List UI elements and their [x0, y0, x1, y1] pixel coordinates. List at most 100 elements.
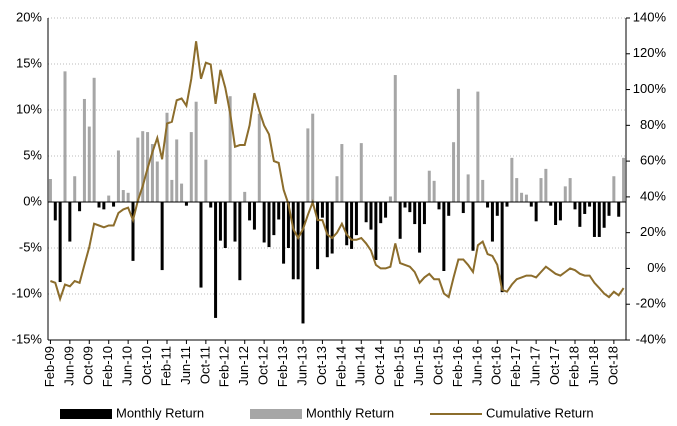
bar	[364, 202, 368, 223]
bar	[252, 202, 256, 230]
bar	[320, 202, 324, 218]
bar	[505, 202, 509, 207]
bar	[248, 202, 252, 221]
bar	[486, 202, 490, 208]
bar	[602, 202, 606, 228]
bar	[359, 143, 363, 202]
bar	[296, 202, 300, 280]
bar	[243, 191, 247, 202]
bar	[194, 101, 198, 202]
bar	[568, 178, 572, 202]
x-tick-label: Oct-10	[139, 346, 154, 385]
bar	[369, 202, 373, 230]
bar	[107, 195, 111, 202]
bar	[87, 126, 91, 202]
bar	[466, 174, 470, 202]
bar	[257, 113, 261, 202]
bar	[379, 202, 383, 224]
bar	[408, 202, 412, 213]
y-tick-label: 10%	[16, 101, 42, 116]
bar	[335, 176, 339, 202]
x-tick-label: Feb-15	[392, 346, 407, 387]
y2-tick-label: 140%	[633, 9, 667, 24]
x-tick-label: Oct-11	[197, 346, 212, 384]
bar	[277, 202, 281, 220]
bar	[588, 202, 592, 207]
bar	[58, 202, 62, 283]
bar	[160, 202, 164, 271]
bar	[476, 91, 480, 202]
bar	[456, 88, 460, 202]
bar	[432, 180, 436, 202]
bar	[97, 202, 101, 208]
bar	[116, 150, 120, 202]
bar	[515, 178, 519, 202]
bar	[534, 202, 538, 222]
bar	[131, 202, 135, 261]
bar	[165, 112, 169, 202]
bar	[228, 96, 232, 202]
bar	[82, 98, 86, 202]
x-tick-label: Feb-13	[275, 346, 290, 387]
y-tick-label: -10%	[12, 285, 43, 300]
bar	[607, 202, 611, 216]
bar	[282, 202, 286, 264]
x-tick-label: Feb-12	[217, 346, 232, 387]
x-tick-label: Jun-18	[586, 346, 601, 386]
bar	[622, 157, 626, 202]
bar	[78, 202, 82, 212]
bar	[597, 202, 601, 237]
x-tick-label: Jun-10	[120, 346, 135, 386]
y2-tick-label: 120%	[633, 45, 667, 60]
bar	[563, 186, 567, 202]
bar	[238, 202, 242, 281]
bar	[554, 202, 558, 225]
bar	[393, 75, 397, 202]
bar	[471, 202, 475, 251]
x-tick-label: Feb-09	[42, 346, 57, 387]
x-tick-label: Jun-09	[61, 346, 76, 386]
bar	[180, 183, 184, 202]
bar	[350, 202, 354, 249]
bar	[452, 142, 456, 202]
bar	[354, 202, 358, 236]
y2-tick-label: -20%	[636, 296, 667, 311]
legend-swatch	[250, 409, 302, 419]
x-tick-label: Oct-15	[430, 346, 445, 385]
y2-tick-label: 80%	[640, 117, 666, 132]
bar	[68, 202, 72, 242]
bar	[330, 202, 334, 254]
bar	[573, 202, 577, 210]
y-tick-label: 20%	[16, 9, 42, 24]
y-tick-label: -5%	[19, 239, 43, 254]
y2-tick-label: 0%	[647, 260, 666, 275]
bar	[126, 192, 130, 202]
x-tick-label: Jun-16	[469, 346, 484, 386]
bar	[422, 202, 426, 225]
bar	[204, 159, 208, 202]
x-tick-label: Feb-14	[333, 346, 348, 387]
x-tick-label: Jun-15	[411, 346, 426, 386]
bar	[437, 202, 441, 210]
bar	[524, 194, 528, 202]
bar	[262, 202, 266, 243]
x-tick-label: Feb-10	[100, 346, 115, 387]
x-tick-label: Oct-17	[547, 346, 562, 385]
legend-label: Monthly Return	[306, 405, 394, 420]
bar	[170, 179, 174, 202]
bar	[345, 202, 349, 246]
bar	[539, 178, 543, 202]
bar	[102, 202, 106, 210]
bar	[233, 202, 237, 242]
x-tick-label: Jun-12	[236, 346, 251, 386]
bar	[481, 179, 485, 202]
bar	[529, 202, 533, 207]
legend-label: Monthly Return	[116, 405, 204, 420]
y2-tick-label: 100%	[633, 81, 667, 96]
x-tick-label: Feb-16	[450, 346, 465, 387]
bar	[48, 179, 52, 202]
bar	[286, 202, 290, 248]
bar	[306, 128, 310, 202]
x-tick-label: Feb-18	[566, 346, 581, 387]
